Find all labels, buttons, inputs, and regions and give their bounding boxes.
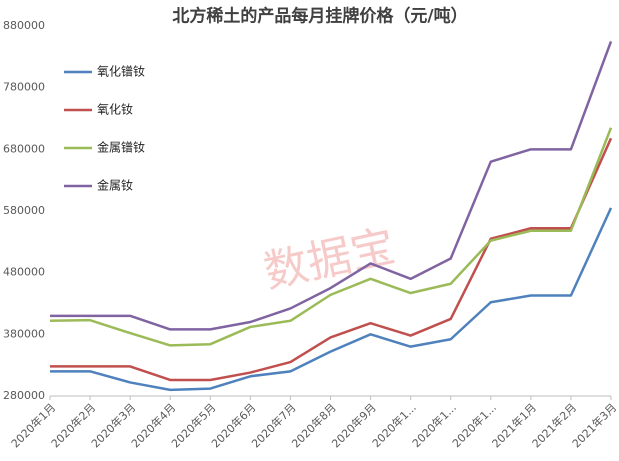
y-tick-label: 480000 <box>3 266 45 279</box>
legend-label: 氧化镨钕 <box>97 64 145 79</box>
y-tick-label: 380000 <box>3 327 45 340</box>
legend-label: 金属钕 <box>97 178 133 193</box>
series-line <box>50 40 613 331</box>
y-tick-label: 680000 <box>3 142 45 155</box>
legend-label: 氧化钕 <box>97 102 133 117</box>
y-tick-label: 280000 <box>3 389 45 402</box>
series-line <box>49 127 613 347</box>
legend-label: 金属镨钕 <box>97 140 145 155</box>
y-tick-label: 880000 <box>3 19 45 32</box>
chart-title: 北方稀土的产品每月挂牌价格（元/吨） <box>172 6 467 27</box>
watermark: 数据宝 <box>260 221 400 298</box>
series-line <box>50 137 613 382</box>
y-tick-label: 580000 <box>3 204 45 217</box>
y-tick-label: 780000 <box>3 81 45 94</box>
series-line <box>50 207 613 392</box>
